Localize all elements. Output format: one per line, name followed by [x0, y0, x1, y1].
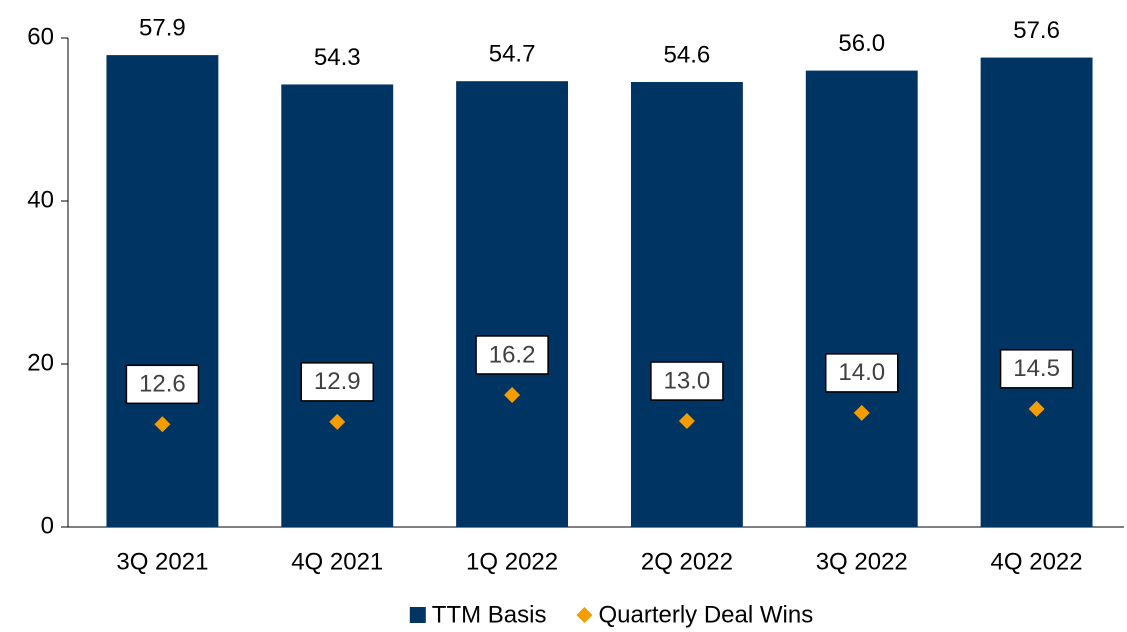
label-box — [125, 364, 200, 405]
legend-label: TTM Basis — [432, 601, 547, 628]
bar — [106, 55, 219, 528]
bar — [630, 82, 743, 527]
x-tick-label: 2Q 2022 — [641, 548, 733, 575]
marker-value-label: 12.9 — [314, 368, 361, 395]
label-box — [300, 362, 374, 402]
diamond-marker — [853, 404, 870, 421]
label-box — [475, 335, 549, 375]
bar-value-label: 54.6 — [664, 41, 711, 68]
bar-value-label: 54.3 — [314, 44, 361, 71]
legend: TTM Basis Quarterly Deal Wins — [409, 601, 813, 628]
bar — [281, 84, 394, 527]
x-tick-label: 4Q 2022 — [991, 548, 1083, 575]
bar-value-label: 54.7 — [489, 41, 536, 68]
diamond-marker — [154, 416, 171, 433]
y-tick-label: 0 — [41, 512, 54, 539]
x-tick-label: 4Q 2021 — [291, 548, 383, 575]
x-tick-label: 3Q 2021 — [116, 548, 208, 575]
marker-value-label: 13.0 — [664, 367, 711, 394]
label-box — [650, 361, 724, 401]
diamond-marker — [678, 413, 695, 430]
legend-swatch — [576, 607, 593, 623]
y-tick-label: 40 — [27, 186, 54, 213]
bar — [805, 70, 918, 527]
marker-value-label: 16.2 — [489, 341, 536, 368]
bar-value-label: 56.0 — [838, 30, 885, 57]
bar — [980, 57, 1093, 528]
legend-label: Quarterly Deal Wins — [598, 601, 813, 628]
marker-value-label: 12.6 — [139, 371, 186, 398]
marker-value-label: 14.5 — [1013, 355, 1060, 382]
marker-value-label: 14.0 — [838, 359, 885, 386]
legend-swatch — [409, 607, 426, 623]
y-tick-label: 60 — [27, 23, 54, 50]
label-box — [825, 353, 899, 393]
diamond-marker — [1028, 400, 1045, 417]
diamond-marker — [329, 413, 346, 430]
x-tick-label: 1Q 2022 — [466, 548, 558, 575]
y-tick-label: 20 — [27, 349, 54, 376]
x-tick-label: 3Q 2022 — [816, 548, 908, 575]
bar — [456, 81, 569, 527]
bar-value-label: 57.6 — [1013, 17, 1060, 44]
label-box — [999, 349, 1074, 389]
diamond-marker — [504, 386, 521, 403]
bar-value-label: 57.9 — [139, 14, 186, 41]
